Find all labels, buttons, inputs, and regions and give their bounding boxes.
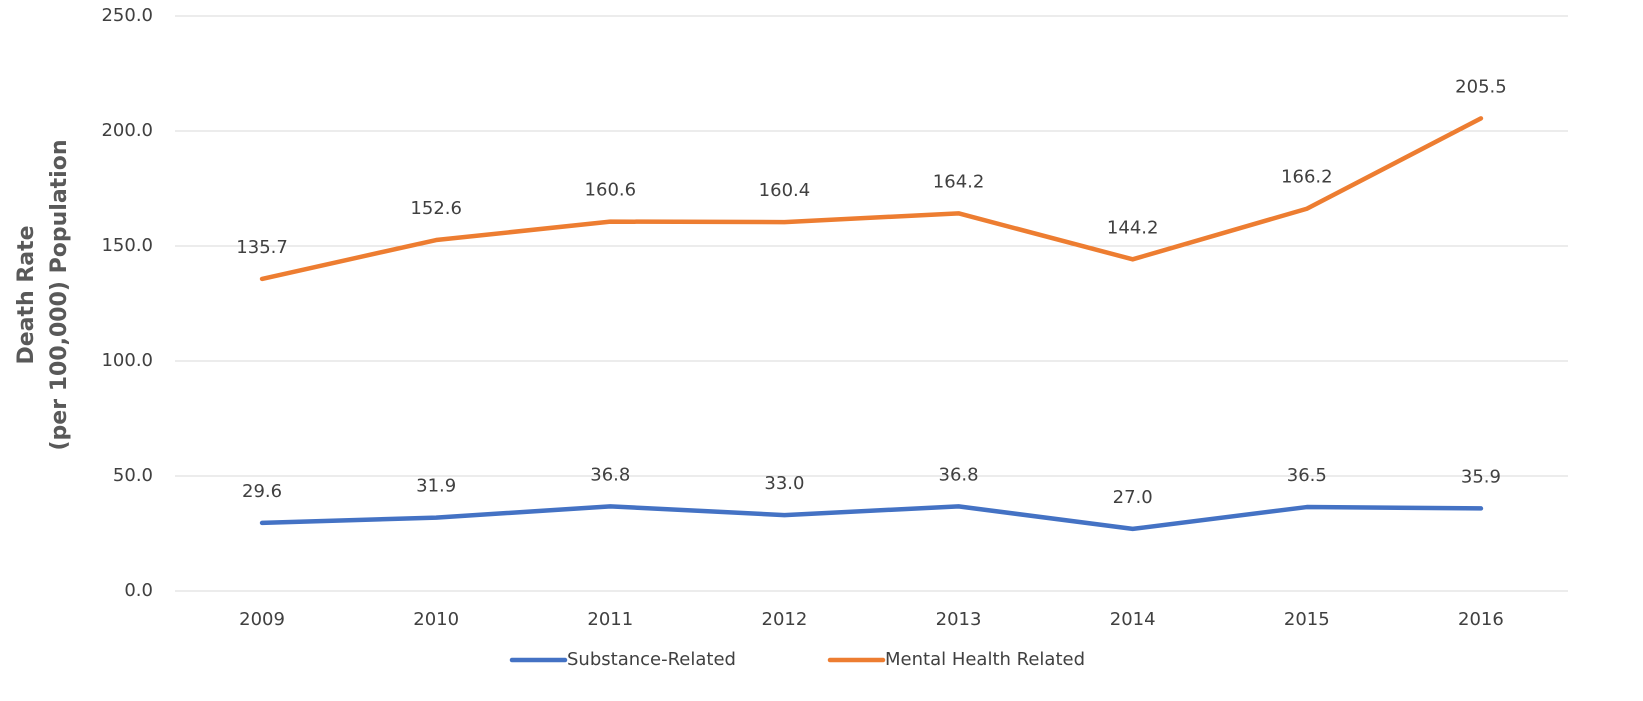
- y-tick-label: 50.0: [113, 465, 153, 486]
- series-line: [259, 504, 1484, 532]
- data-label: 164.2: [933, 171, 985, 192]
- x-tick-label: 2009: [239, 609, 285, 630]
- data-label: 36.5: [1287, 465, 1327, 486]
- y-tick-label: 0.0: [124, 580, 153, 601]
- y-axis-title-line: Death Rate: [14, 225, 39, 364]
- y-tick-label: 200.0: [101, 120, 153, 141]
- series-line: [259, 116, 1484, 282]
- legend-label: Mental Health Related: [885, 649, 1085, 670]
- legend-label: Substance-Related: [567, 649, 736, 670]
- data-label: 27.0: [1113, 487, 1153, 508]
- y-axis-title: Death Rate: [14, 225, 39, 364]
- x-tick-label: 2014: [1110, 609, 1156, 630]
- data-label: 31.9: [416, 476, 456, 497]
- x-tick-label: 2013: [936, 609, 982, 630]
- data-label: 205.5: [1455, 76, 1507, 97]
- data-label: 144.2: [1107, 217, 1159, 238]
- data-label: 135.7: [236, 237, 288, 258]
- x-tick-label: 2015: [1284, 609, 1330, 630]
- data-label: 29.6: [242, 481, 282, 502]
- y-tick-label: 100.0: [101, 350, 153, 371]
- data-label: 35.9: [1461, 466, 1501, 487]
- x-tick-label: 2012: [762, 609, 808, 630]
- data-label: 166.2: [1281, 167, 1333, 188]
- y-axis-title-line: (per 100,000) Population: [47, 139, 72, 450]
- x-tick-label: 2011: [587, 609, 633, 630]
- y-tick-label: 250.0: [101, 5, 153, 26]
- y-tick-label: 150.0: [101, 235, 153, 256]
- x-tick-label: 2016: [1458, 609, 1504, 630]
- data-label: 160.6: [585, 180, 637, 201]
- data-label: 152.6: [410, 198, 462, 219]
- data-label: 36.8: [939, 464, 979, 485]
- y-axis-title: (per 100,000) Population: [47, 139, 72, 450]
- data-label: 160.4: [759, 180, 811, 201]
- data-label: 33.0: [764, 473, 804, 494]
- x-tick-label: 2010: [413, 609, 459, 630]
- data-label: 36.8: [590, 464, 630, 485]
